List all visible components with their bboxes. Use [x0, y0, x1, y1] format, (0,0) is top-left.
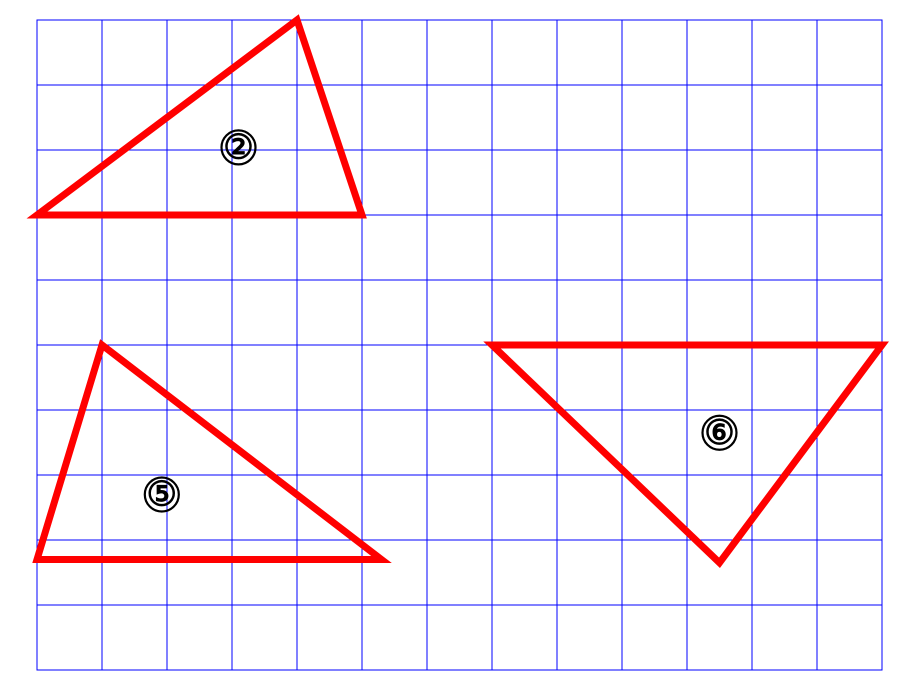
labels: ② ⑤ ⑥: [145, 128, 737, 513]
diagram-canvas: ② ⑤ ⑥: [0, 0, 920, 690]
triangle-2: [37, 20, 362, 215]
triangle-5-label: ⑤: [145, 476, 179, 514]
triangle-6-label: ⑥: [703, 414, 737, 452]
triangle-2-label: ②: [222, 128, 256, 166]
triangle-5: [37, 345, 382, 560]
